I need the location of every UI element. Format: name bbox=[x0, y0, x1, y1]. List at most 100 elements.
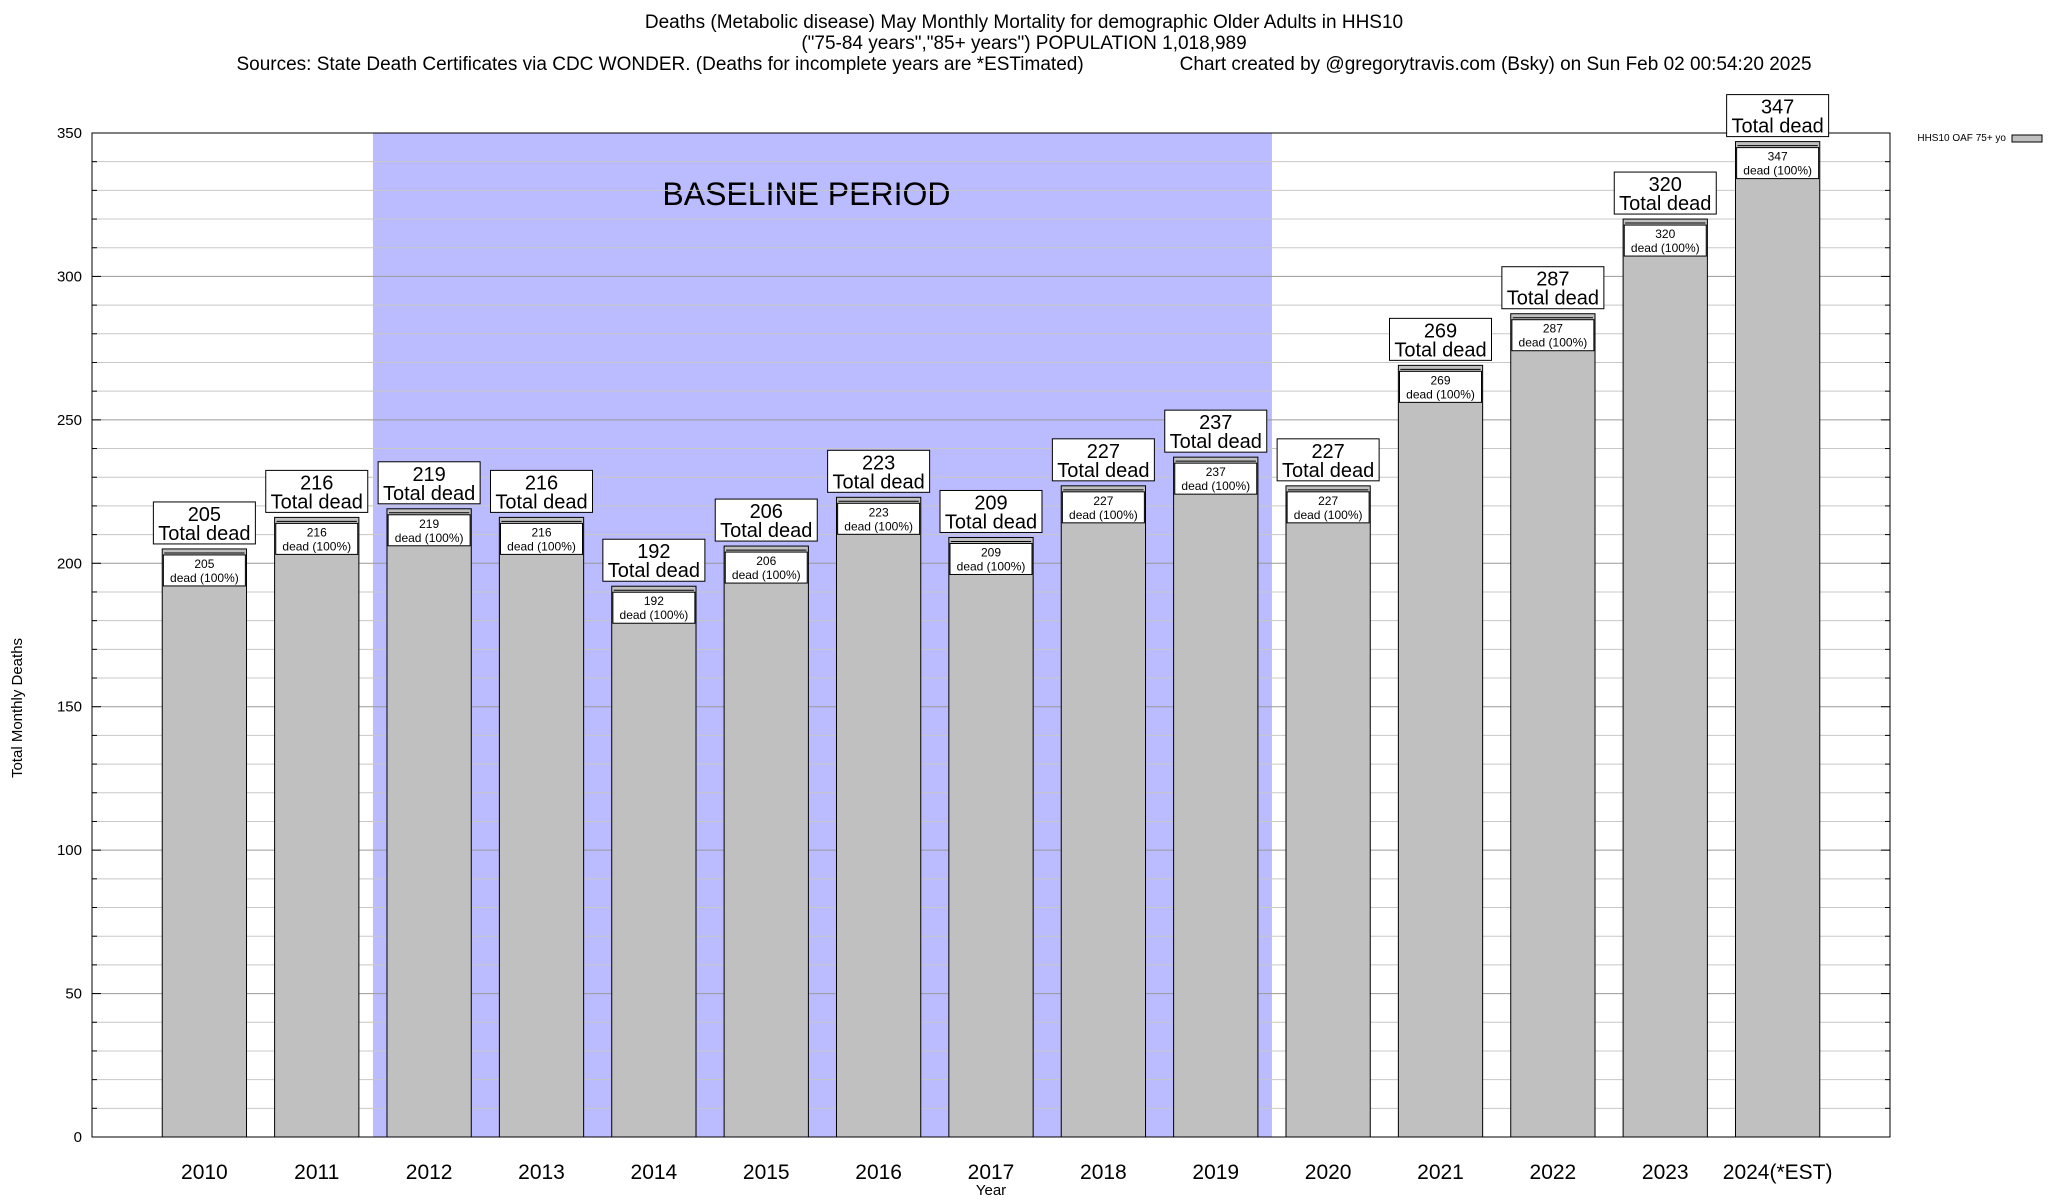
inner-label-box bbox=[949, 542, 1033, 575]
bar bbox=[274, 516, 360, 1138]
outer-label-value: 205 bbox=[188, 504, 221, 526]
y-tick-label: 300 bbox=[57, 268, 82, 285]
bar bbox=[1173, 456, 1259, 1138]
outer-label-box bbox=[1613, 171, 1717, 215]
x-tick-label: 2010 bbox=[181, 1161, 228, 1184]
inner-label-value: 216 bbox=[307, 525, 327, 539]
x-tick-label: 2016 bbox=[855, 1161, 902, 1184]
bar bbox=[498, 516, 585, 1138]
inner-label-box bbox=[612, 591, 696, 624]
outer-label-box bbox=[1726, 94, 1830, 138]
bar bbox=[1285, 485, 1371, 1138]
x-tick-label: 2024(*EST) bbox=[1723, 1161, 1833, 1184]
outer-label-text: Total dead bbox=[1282, 460, 1374, 482]
y-tick-label: 150 bbox=[57, 699, 82, 716]
outer-label-box bbox=[602, 538, 706, 582]
outer-label-value: 192 bbox=[637, 541, 670, 563]
outer-label-box bbox=[939, 489, 1043, 533]
x-tick-label: 2012 bbox=[406, 1161, 453, 1184]
chart-title-line-1: Deaths (Metabolic disease) May Monthly M… bbox=[644, 12, 1404, 33]
inner-label-text: dead (100%) bbox=[732, 568, 801, 582]
outer-label-text: Total dead bbox=[158, 523, 250, 545]
x-tick-label: 2022 bbox=[1530, 1161, 1577, 1184]
inner-label-box bbox=[1736, 147, 1820, 180]
outer-label-text: Total dead bbox=[832, 471, 924, 493]
inner-label-box bbox=[1286, 491, 1370, 524]
bar bbox=[1510, 313, 1596, 1138]
outer-label-text: Total dead bbox=[1731, 116, 1823, 138]
chart-title-line-2: ("75-84 years","85+ years") POPULATION 1… bbox=[801, 33, 1247, 54]
inner-label-text: dead (100%) bbox=[507, 539, 576, 553]
legend: HHS10 OAF 75+ yo bbox=[1917, 133, 2043, 144]
inner-label-value: 192 bbox=[644, 594, 664, 608]
outer-label-box bbox=[1164, 409, 1268, 453]
inner-label-text: dead (100%) bbox=[1519, 336, 1588, 350]
bar bbox=[1734, 141, 1821, 1138]
plot-frame bbox=[91, 132, 1891, 1138]
outer-label-text: Total dead bbox=[945, 511, 1037, 533]
inner-label-box bbox=[837, 502, 921, 535]
inner-label-box bbox=[724, 551, 808, 584]
inner-label-value: 347 bbox=[1768, 150, 1788, 164]
inner-label-text: dead (100%) bbox=[620, 608, 689, 622]
inner-label-box bbox=[1061, 491, 1145, 524]
bar bbox=[1622, 218, 1708, 1138]
inner-label-text: dead (100%) bbox=[1631, 241, 1700, 255]
outer-label-value: 347 bbox=[1761, 97, 1794, 119]
outer-label-box bbox=[827, 449, 931, 493]
inner-label-text: dead (100%) bbox=[1181, 479, 1250, 493]
inner-label-value: 219 bbox=[419, 517, 439, 531]
outer-label-text: Total dead bbox=[608, 560, 700, 582]
axes: 0 50 100 150 200 250 300 350 2010 2011 2012 2013 201… bbox=[57, 125, 1891, 1184]
inner-label-value: 206 bbox=[756, 554, 776, 568]
outer-label-text: Total dead bbox=[271, 491, 363, 513]
x-tick-label: 2015 bbox=[743, 1161, 790, 1184]
bar bbox=[386, 508, 472, 1138]
outer-label-box bbox=[1389, 317, 1492, 361]
outer-label-box bbox=[377, 461, 481, 505]
y-tick-label: 0 bbox=[74, 1129, 82, 1146]
inner-label-value: 209 bbox=[981, 545, 1001, 559]
inner-label-box bbox=[500, 522, 583, 555]
inner-label-value: 269 bbox=[1430, 373, 1450, 387]
outer-label-text: Total dead bbox=[1507, 288, 1599, 310]
inner-label-text: dead (100%) bbox=[1069, 508, 1138, 522]
outer-label-text: Total dead bbox=[720, 520, 812, 542]
inner-label-box bbox=[1511, 319, 1595, 352]
bars bbox=[161, 141, 1821, 1138]
bar bbox=[723, 545, 809, 1138]
outer-label-value: 216 bbox=[525, 472, 558, 494]
outer-label-value: 287 bbox=[1536, 269, 1569, 291]
x-tick-label: 2011 bbox=[294, 1161, 339, 1184]
outer-label-value: 216 bbox=[300, 472, 333, 494]
legend-swatch bbox=[2011, 134, 2043, 143]
outer-label-box bbox=[1501, 266, 1605, 310]
bar bbox=[948, 536, 1034, 1138]
outer-label-text: Total dead bbox=[1619, 193, 1711, 215]
outer-label-value: 206 bbox=[750, 501, 783, 523]
chart-subtitle: Sources: State Death Certificates via CD… bbox=[0, 54, 2048, 76]
outer-label-text: Total dead bbox=[383, 483, 475, 505]
outer-label-value: 219 bbox=[412, 464, 445, 486]
inner-label-text: dead (100%) bbox=[957, 559, 1026, 573]
inner-label-box bbox=[1623, 224, 1707, 257]
outer-label-value: 223 bbox=[862, 452, 895, 474]
y-tick-label: 200 bbox=[57, 555, 82, 572]
inner-label-text: dead (100%) bbox=[395, 531, 464, 545]
bar bbox=[611, 585, 697, 1138]
inner-label-text: dead (100%) bbox=[1743, 164, 1812, 178]
x-axis-label: Year bbox=[976, 1182, 1006, 1199]
outer-label-text: Total dead bbox=[1057, 460, 1149, 482]
inner-label-box bbox=[162, 554, 246, 587]
outer-label-value: 227 bbox=[1087, 441, 1120, 463]
outer-label-value: 269 bbox=[1424, 320, 1457, 342]
x-tick-label: 2020 bbox=[1305, 1161, 1352, 1184]
outer-label-box bbox=[1276, 438, 1380, 482]
y-tick-label: 50 bbox=[65, 986, 82, 1003]
inner-label-box bbox=[1174, 462, 1258, 495]
x-tick-label: 2019 bbox=[1192, 1161, 1239, 1184]
inner-label-value: 320 bbox=[1655, 227, 1675, 241]
bar bbox=[1060, 485, 1147, 1138]
outer-label-box bbox=[265, 469, 369, 513]
